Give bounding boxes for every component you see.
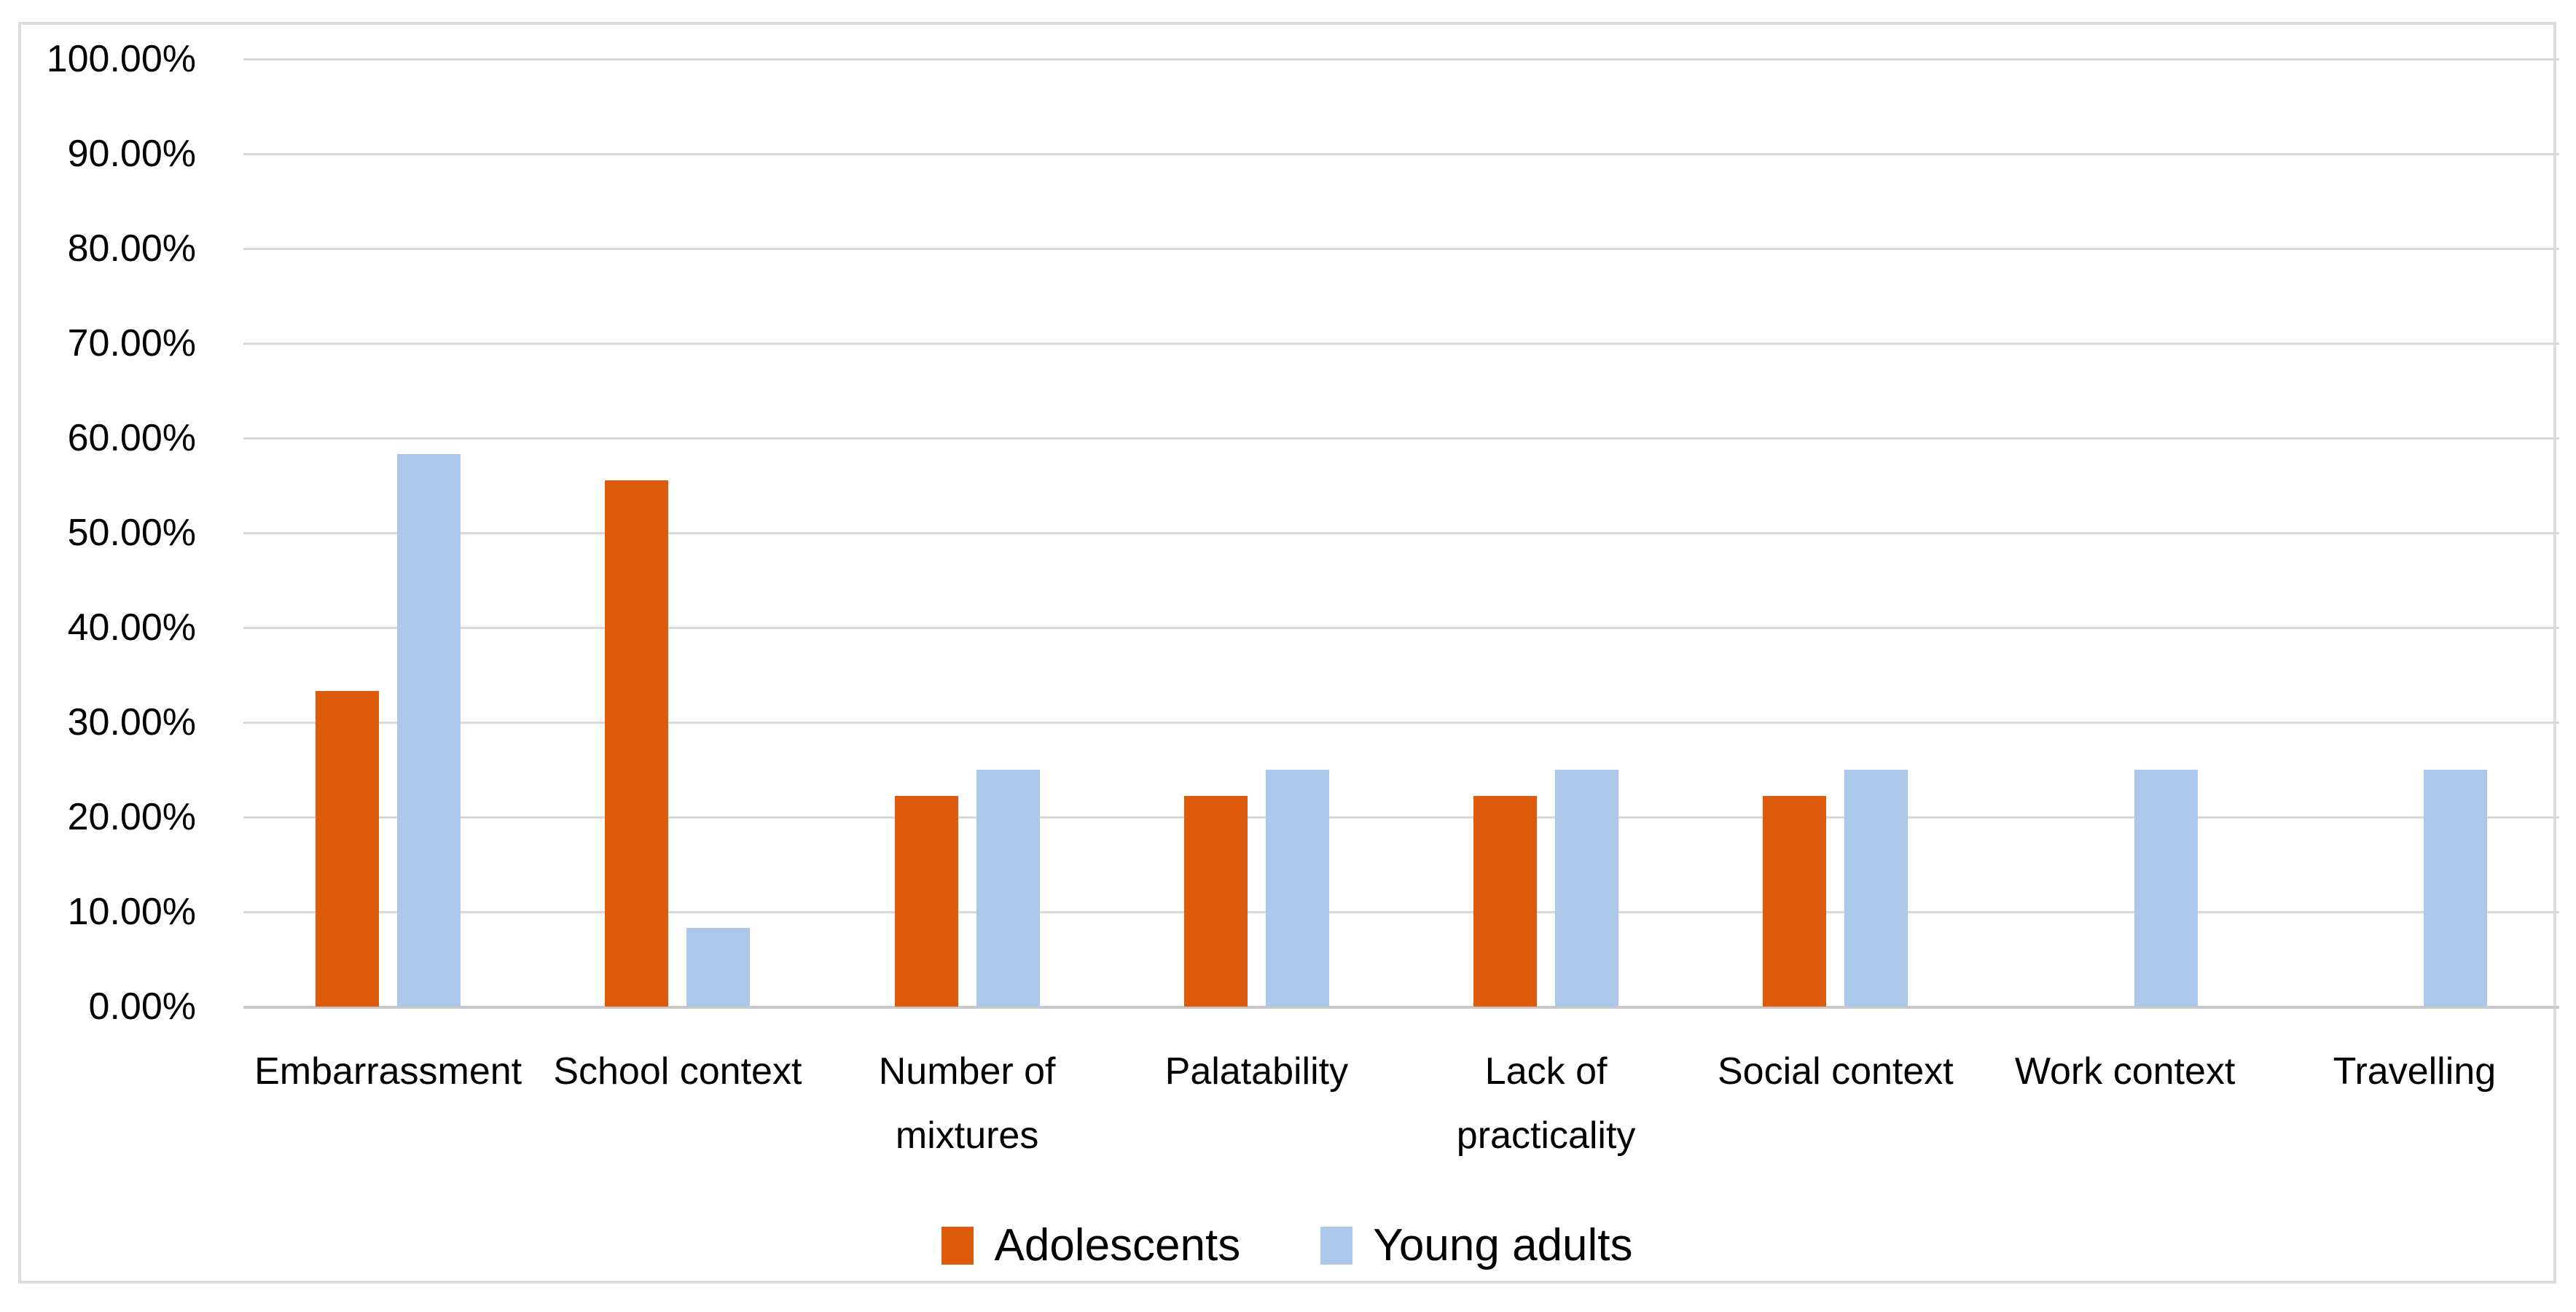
y-tick-label-80: 80.00% bbox=[67, 227, 196, 270]
gridline-20 bbox=[243, 816, 2559, 819]
legend-item-young-adults: Young adults bbox=[1320, 1220, 1633, 1270]
bar-adolescents-lack-of-practicality bbox=[1473, 796, 1538, 1007]
bar-young-adults-palatability bbox=[1265, 770, 1329, 1007]
y-tick-label-0: 0.00% bbox=[88, 985, 196, 1028]
gridline-70 bbox=[243, 343, 2559, 345]
y-tick-label-90: 90.00% bbox=[67, 133, 196, 175]
chart-area: 0.00% 10.00% 20.00% 30.00% 40.00% 50.00% 60.00… bbox=[18, 22, 2559, 1284]
gridline-10 bbox=[243, 911, 2559, 913]
gridline-30 bbox=[243, 722, 2559, 724]
gridline-50 bbox=[243, 532, 2559, 534]
bar-young-adults-social-context bbox=[1844, 770, 1908, 1007]
bar-adolescents-embarrassment bbox=[316, 690, 380, 1007]
legend-label: Young adults bbox=[1373, 1220, 1633, 1270]
bar-adolescents-number-of-mixtures bbox=[894, 796, 958, 1007]
x-category-label-number-of-mixtures: Number of mixtures bbox=[878, 1050, 1056, 1157]
legend-swatch-icon bbox=[941, 1227, 974, 1265]
bar-young-adults-school-context bbox=[686, 927, 751, 1007]
bar-adolescents-school-context bbox=[605, 480, 669, 1007]
gridline-60 bbox=[243, 437, 2559, 440]
x-category-label-lack-of-practicality: Lack of practicality bbox=[1456, 1050, 1636, 1157]
y-tick-label-30: 30.00% bbox=[67, 701, 196, 743]
legend-item-adolescents: Adolescents bbox=[941, 1223, 1240, 1268]
legend: Adolescents Young adults bbox=[21, 1213, 2553, 1278]
legend-label: Adolescents bbox=[994, 1220, 1241, 1270]
bar-young-adults-work-context bbox=[2134, 770, 2198, 1007]
bar-adolescents-social-context bbox=[1763, 796, 1827, 1007]
bar-young-adults-embarrassment bbox=[397, 453, 461, 1007]
y-tick-label-10: 10.00% bbox=[67, 891, 196, 933]
x-category-label-palatability: Palatability bbox=[1164, 1050, 1349, 1093]
y-tick-label-20: 20.00% bbox=[67, 796, 196, 838]
bar-young-adults-number-of-mixtures bbox=[976, 770, 1040, 1007]
bar-adolescents-palatability bbox=[1183, 796, 1248, 1007]
x-category-label-work-context: Work context bbox=[2014, 1050, 2236, 1093]
y-tick-label-60: 60.00% bbox=[67, 417, 196, 459]
legend-swatch-icon bbox=[1320, 1227, 1353, 1265]
gridline-40 bbox=[243, 627, 2559, 629]
y-tick-label-50: 50.00% bbox=[67, 512, 196, 554]
bar-young-adults-lack-of-practicality bbox=[1555, 770, 1619, 1007]
y-tick-label-100: 100.00% bbox=[46, 38, 196, 80]
y-tick-label-40: 40.00% bbox=[67, 606, 196, 649]
gridline-80 bbox=[243, 248, 2559, 250]
plot-area bbox=[243, 58, 2559, 1009]
x-category-label-travelling: Travelling bbox=[2333, 1050, 2497, 1093]
y-tick-label-70: 70.00% bbox=[67, 322, 196, 364]
x-category-label-social-context: Social context bbox=[1718, 1050, 1954, 1093]
x-category-label-embarrassment: Embarrassment bbox=[254, 1050, 522, 1093]
x-category-label-school-context: School context bbox=[553, 1050, 802, 1093]
gridline-100 bbox=[243, 58, 2559, 60]
x-axis-category-labels: Embarrassment School context Number of mix… bbox=[243, 1039, 2559, 1200]
gridline-90 bbox=[243, 153, 2559, 155]
x-axis-line bbox=[243, 1006, 2559, 1009]
bar-young-adults-travelling bbox=[2423, 770, 2487, 1007]
